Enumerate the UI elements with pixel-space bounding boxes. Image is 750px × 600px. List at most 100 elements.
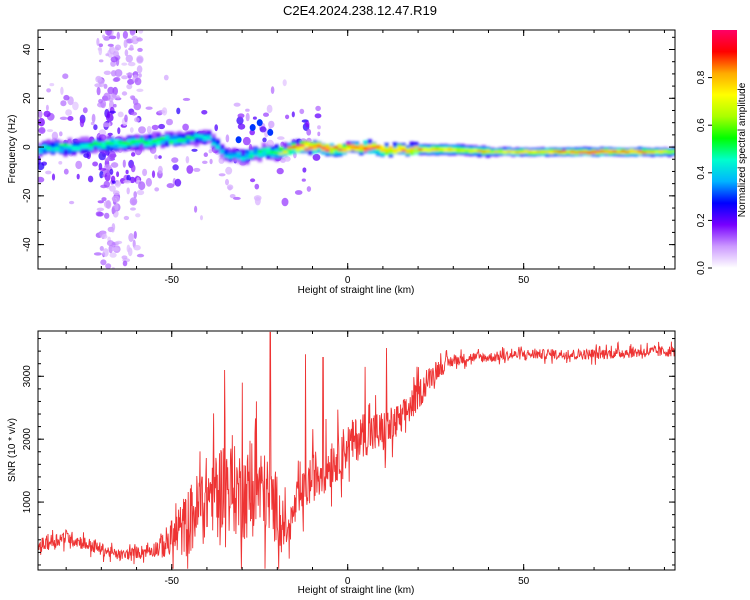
- spectrogram-noise-blob: [191, 148, 198, 152]
- spectrogram-noise-blob: [317, 125, 321, 130]
- ridge-cell: [38, 150, 43, 154]
- spectrogram-noise-blob: [142, 168, 148, 177]
- ridge-cell: [388, 146, 394, 149]
- ridge-cell: [156, 140, 161, 146]
- spectrogram-noise-blob: [305, 121, 310, 128]
- ridge-cell: [173, 134, 178, 142]
- figure-title: C2E4.2024.238.12.47.R19: [283, 3, 437, 18]
- ridge-cell: [511, 151, 516, 154]
- ridge-cell: [215, 139, 220, 147]
- ridge-cell: [88, 145, 94, 151]
- ridge-cell: [354, 146, 360, 151]
- colorbar-ticks: 0.0 0.2 0.4 0.6 0.8: [696, 70, 712, 275]
- spectrogram-noise-blob: [127, 78, 135, 85]
- spectrogram-y-label: Frequency (Hz): [7, 115, 18, 184]
- ridge-cell: [561, 150, 567, 154]
- spectrogram-noise-blob: [266, 139, 274, 147]
- spectrogram-noise-blob: [123, 39, 128, 48]
- ridge-cell: [92, 141, 98, 145]
- spectrogram-noise-blob: [113, 76, 121, 82]
- spectrogram-noise-blob: [158, 123, 166, 130]
- ridge-cell: [612, 150, 617, 153]
- ridge-cell: [473, 149, 478, 152]
- ridge-cell: [63, 144, 68, 155]
- ridge-cell: [105, 141, 111, 145]
- ridge-cell: [350, 146, 356, 151]
- ridge-cell: [603, 150, 609, 153]
- spectrogram-noise-blob: [125, 169, 129, 175]
- ridge-cell: [126, 139, 132, 145]
- ridge-cell: [71, 141, 77, 150]
- spectrogram-noise-blob: [105, 200, 112, 209]
- ridge-cell: [401, 149, 406, 152]
- colorbar-tick-label: 0.4: [696, 165, 707, 179]
- spectrogram-noise-blob: [126, 30, 131, 31]
- ridge-cell: [333, 146, 339, 149]
- ridge-cell: [308, 146, 313, 149]
- snr-y-tick-label: 2000: [22, 428, 33, 451]
- spectrogram-noise-blob: [291, 111, 295, 118]
- ridge-cell: [219, 149, 225, 153]
- ridge-cell: [468, 149, 474, 152]
- spectrogram-noise-blob: [45, 170, 52, 175]
- ridge-cell: [629, 150, 634, 153]
- spectrogram-noise-blob: [136, 253, 145, 258]
- spectrogram-noise-blob: [91, 113, 96, 123]
- ridge-cell: [384, 149, 389, 152]
- spectrogram-noise-blob: [302, 167, 307, 173]
- spectrogram-noise-blob: [102, 122, 110, 128]
- spectrogram-noise-blob: [46, 129, 54, 133]
- spectrogram-noise-blob: [106, 111, 111, 119]
- ridge-cell: [481, 150, 486, 153]
- ridge-cell: [211, 142, 216, 146]
- ridge-cell: [380, 145, 385, 150]
- spectrogram-noise-blob: [314, 113, 322, 119]
- ridge-cell: [236, 152, 242, 155]
- spectrogram-noise-blob: [38, 110, 43, 119]
- ridge-cell: [67, 144, 73, 148]
- spectrogram-noise-blob: [63, 168, 69, 175]
- spectrogram-noise-blob: [154, 154, 158, 160]
- ridge-cell: [50, 142, 56, 150]
- ridge-cell: [511, 150, 516, 154]
- spectrogram-noise-blob: [95, 211, 103, 217]
- spectrogram-noise-blob: [129, 30, 136, 36]
- ridge-cell: [177, 139, 182, 142]
- ridge-cell: [181, 138, 187, 142]
- spectrogram-noise-blob: [121, 62, 128, 66]
- ridge-cell: [181, 139, 187, 145]
- spectrogram-noise-blob: [135, 213, 141, 218]
- ridge-cell: [329, 146, 334, 149]
- snr-y-axis: 1000 2000 3000: [22, 338, 675, 566]
- spectrogram-noise-blob: [276, 167, 284, 175]
- spectrogram-noise-blob: [107, 86, 115, 95]
- ridge-cell: [54, 147, 60, 150]
- ridge-cell: [181, 134, 187, 143]
- ridge-cell: [430, 148, 436, 151]
- ridge-cell: [109, 142, 115, 145]
- ridge-cell: [266, 147, 271, 153]
- spectrogram-noise-blob: [69, 200, 75, 205]
- ridge-cell: [139, 139, 144, 143]
- spectrogram-noise-blob: [98, 151, 106, 161]
- spectrogram-noise-blob: [41, 161, 47, 166]
- ridge-cell: [325, 145, 330, 150]
- ridge-cell: [371, 145, 377, 154]
- ridge-cell: [663, 150, 668, 153]
- spectrogram-noise-blob: [225, 134, 230, 143]
- spectrogram-noise-blob: [131, 152, 136, 157]
- spectrogram-noise-blob: [186, 165, 194, 174]
- spectrogram-noise-blob: [38, 155, 41, 165]
- ridge-cell: [215, 145, 220, 149]
- spectrogram-noise-blob: [163, 74, 169, 81]
- spectrogram-noise-blob: [109, 168, 114, 175]
- spectrogram-noise-blob: [75, 160, 83, 170]
- spectrogram-noise-blob: [242, 136, 251, 146]
- spectrogram-noise-blob: [114, 69, 123, 77]
- spectrogram-noise-blob: [229, 194, 236, 199]
- snr-x-label: Height of straight line (km): [298, 585, 415, 596]
- spectrogram-blob: [235, 136, 242, 144]
- spectrogram-noise-blob: [262, 137, 267, 143]
- spectrogram-noise-blob: [158, 155, 162, 159]
- spectrogram-noise-blob: [126, 72, 134, 76]
